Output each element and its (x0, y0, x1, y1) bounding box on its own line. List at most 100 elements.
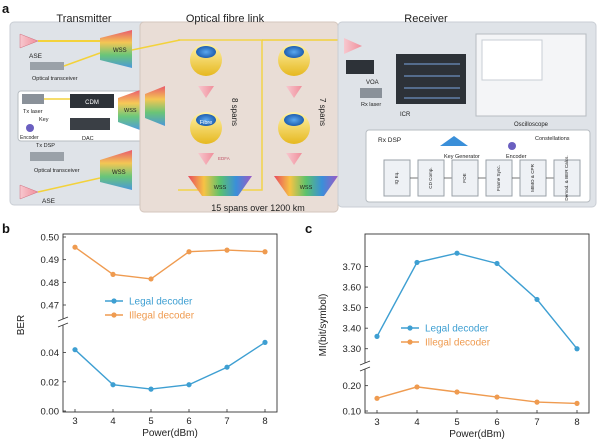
legend-label: Illegal decoder (425, 338, 491, 349)
key-generator-label: Key Generator (444, 154, 480, 160)
dsp-block-label: Frame Sync. (496, 165, 501, 191)
y-axis-label: MI(bit/symbol) (318, 294, 329, 357)
y-tick-label: 0.04 (41, 348, 60, 359)
optical-transceiver-top-label: Optical transceiver (32, 76, 78, 82)
data-point (110, 271, 116, 277)
y-tick-label: 0.47 (41, 301, 60, 312)
wss-link-right-icon (274, 176, 338, 196)
tx-laser-icon (22, 94, 44, 104)
fiber-line (131, 39, 181, 51)
spans-right-label: 7 spans (318, 98, 327, 126)
axis-break-gap (59, 319, 67, 325)
wss-mid-label: WSS (124, 108, 137, 114)
edfa-label: EDFA (218, 156, 230, 161)
x-tick-label: 4 (414, 417, 419, 428)
dsp-block (553, 159, 581, 197)
dac-label: DAC (82, 136, 94, 142)
transmitter-title: Transmitter (56, 13, 112, 25)
ase-amplifier-icon (19, 184, 39, 200)
data-point (72, 347, 78, 353)
span-loop-right: 7 spans WSS (262, 39, 338, 196)
encoder-icon (26, 124, 34, 132)
axis-break-mark (57, 322, 69, 328)
rx-dsp-label: Rx DSP (378, 137, 401, 144)
fibre-coil-top (284, 46, 304, 58)
key-generator-icon (440, 136, 468, 146)
legend-marker (111, 312, 117, 318)
oscilloscope-label: Oscilloscope (514, 122, 549, 128)
y-axis-label: BER (16, 315, 27, 336)
x-tick-label: 7 (534, 417, 539, 428)
legend-label: Legal decoder (129, 297, 193, 308)
x-tick-label: 5 (454, 417, 459, 428)
edfa-icon (286, 86, 302, 98)
tx-bottom-row: Optical transceiver WSS ASE (19, 150, 132, 205)
panel-a-label: a (2, 1, 10, 16)
series-line (74, 246, 266, 280)
data-point (148, 276, 154, 282)
data-point (414, 384, 420, 390)
edfa-icon (198, 86, 214, 98)
series-line (376, 386, 578, 405)
axis-break-gap (361, 363, 369, 369)
x-axis-label: Power(dBm) (142, 428, 198, 439)
dsp-block (417, 159, 445, 197)
fibre-coil-top (284, 114, 304, 126)
data-point (414, 259, 420, 266)
data-point (494, 394, 500, 400)
dsp-block (519, 159, 547, 197)
wss-link-left-label: WSS (214, 185, 227, 191)
tx-dsp-label: Tx DSP (36, 143, 55, 149)
y-tick-label: 3.60 (343, 283, 362, 294)
icr-label: ICR (400, 112, 411, 118)
dsp-block-label: IQ Eq. (394, 171, 399, 184)
fiber-line (63, 52, 101, 67)
x-tick-label: 8 (574, 417, 579, 428)
wss-top-icon (100, 30, 132, 68)
oscilloscope-screen (481, 39, 543, 81)
spans-left-label: 8 spans (230, 98, 239, 126)
data-point (374, 333, 380, 339)
x-tick-label: 8 (262, 416, 267, 427)
data-point (262, 249, 268, 255)
y-tick-label: 0.50 (41, 233, 60, 244)
receiver-title: Receiver (404, 13, 448, 25)
constellations-label: Constellations (535, 136, 570, 142)
span-loop-left: Fibre EDFA 8 spans WSS (178, 39, 263, 196)
legend-marker (407, 339, 413, 345)
data-point (454, 389, 460, 395)
y-tick-label: 0.48 (41, 278, 60, 289)
voa-icon (346, 60, 374, 74)
legend-label: Illegal decoder (129, 311, 195, 322)
y-tick-label: 0.10 (343, 407, 362, 418)
x-tick-label: 3 (72, 416, 77, 427)
data-point (454, 250, 460, 256)
optical-transceiver-bottom-icon (30, 152, 64, 161)
tx-middle-row: Tx laser CDM Key DAC Encoder Tx DSP WSS (20, 90, 140, 149)
wss-link-right-label: WSS (300, 185, 313, 191)
tx-laser-label: Tx laser (23, 109, 43, 115)
ase-amplifier-icon (19, 33, 39, 49)
data-point (224, 247, 230, 253)
fibre-coil-top (196, 46, 216, 58)
x-tick-label: 3 (374, 417, 379, 428)
rx-laser-label: Rx laser (361, 102, 381, 108)
data-point (262, 339, 268, 345)
wss-mid-icon (118, 90, 140, 130)
y-tick-label: 0.20 (343, 381, 362, 392)
edfa-icon (286, 153, 302, 165)
panel-c-label: c (305, 221, 312, 236)
dac-icon (70, 118, 110, 130)
ase-label-top: ASE (29, 53, 43, 60)
encoder-label: Encoder (20, 135, 39, 141)
data-point (224, 364, 230, 370)
optical-transceiver-bottom-label: Optical transceiver (34, 168, 80, 174)
x-tick-label: 7 (224, 416, 229, 427)
dsp-block-label: Demod. & BER Calcs. (564, 155, 569, 200)
panel-a: a Transmitter ASE Optical transceiver WS… (2, 1, 597, 213)
dsp-block-label: FOE (462, 173, 467, 182)
x-axis-label: Power(dBm) (449, 429, 505, 440)
cdm-icon (70, 94, 114, 108)
rx-amplifier-icon (344, 38, 362, 54)
